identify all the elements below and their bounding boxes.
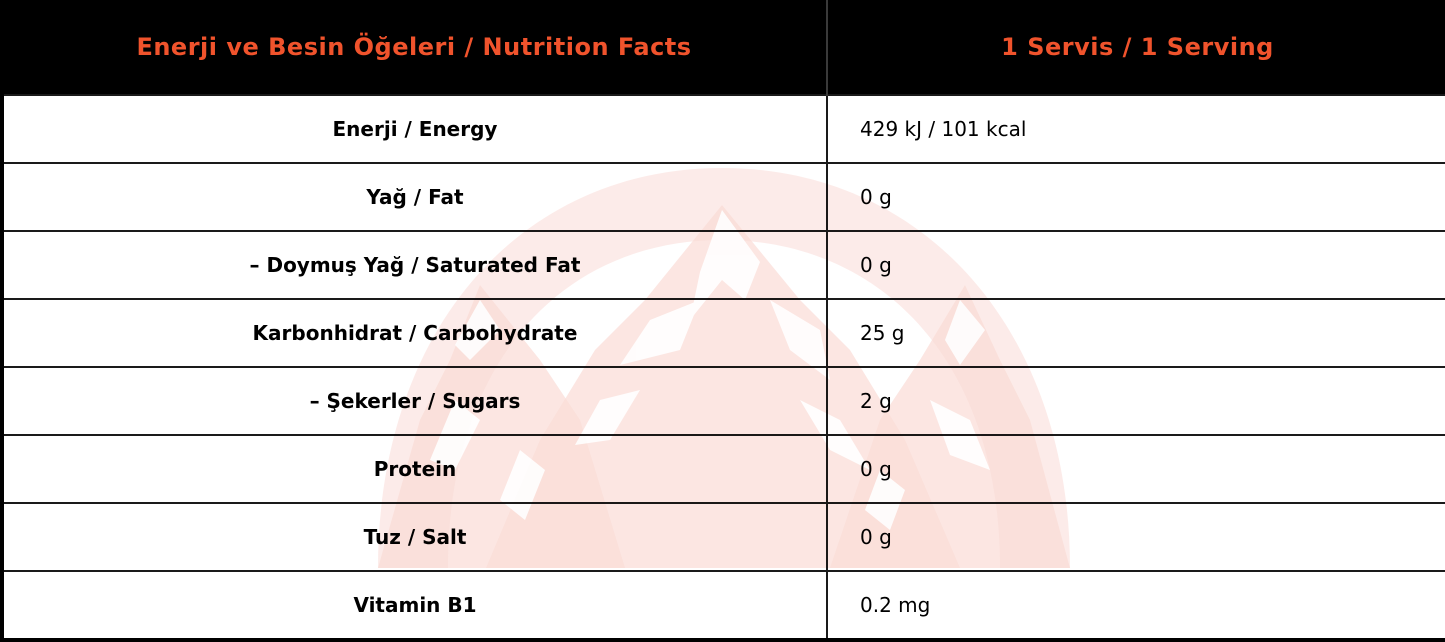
nutrient-name: Vitamin B1 xyxy=(0,570,828,642)
table-row: Vitamin B1 0.2 mg xyxy=(0,570,1445,642)
table-row: Protein 0 g xyxy=(0,434,1445,503)
nutrient-name: Yağ / Fat xyxy=(0,162,828,231)
nutrient-value: 0 g xyxy=(827,502,1445,571)
nutrient-name: Tuz / Salt xyxy=(0,502,828,571)
nutrient-value: 25 g xyxy=(827,298,1445,367)
nutrient-value: 0.2 mg xyxy=(827,570,1445,642)
nutrient-value: 2 g xyxy=(827,366,1445,435)
nutrient-value: 0 g xyxy=(827,434,1445,503)
nutrient-name: Enerji / Energy xyxy=(0,94,828,163)
table-row: Tuz / Salt 0 g xyxy=(0,502,1445,571)
nutrient-name: Protein xyxy=(0,434,828,503)
nutrient-name: – Doymuş Yağ / Saturated Fat xyxy=(0,230,828,299)
table-header-row: Enerji ve Besin Öğeleri / Nutrition Fact… xyxy=(2,0,1445,95)
header-serving-column: 1 Servis / 1 Serving xyxy=(827,0,1445,95)
table-row: Yağ / Fat 0 g xyxy=(0,162,1445,231)
nutrient-value: 429 kJ / 101 kcal xyxy=(827,94,1445,163)
nutrient-value: 0 g xyxy=(827,230,1445,299)
table-row: Enerji / Energy 429 kJ / 101 kcal xyxy=(0,94,1445,163)
nutrient-name: Karbonhidrat / Carbohydrate xyxy=(0,298,828,367)
nutrient-name: – Şekerler / Sugars xyxy=(0,366,828,435)
table-row: Karbonhidrat / Carbohydrate 25 g xyxy=(0,298,1445,367)
nutrient-value: 0 g xyxy=(827,162,1445,231)
table-row: – Şekerler / Sugars 2 g xyxy=(0,366,1445,435)
table-row: – Doymuş Yağ / Saturated Fat 0 g xyxy=(0,230,1445,299)
header-nutrient-column: Enerji ve Besin Öğeleri / Nutrition Fact… xyxy=(2,0,828,95)
